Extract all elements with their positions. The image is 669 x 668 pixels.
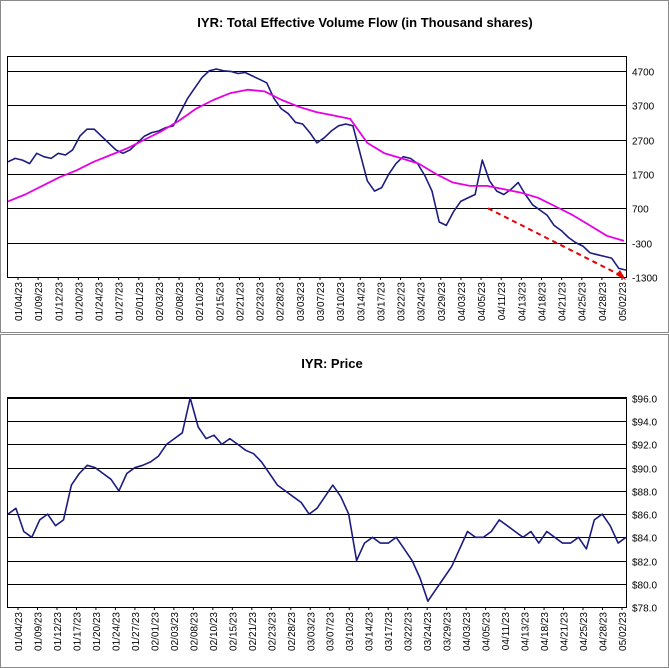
x-tick-label: 04/25/23 <box>579 612 590 651</box>
x-tick-label: 03/22/23 <box>404 612 415 651</box>
y-tick-label: $84.0 <box>632 534 657 545</box>
x-tick-label: 04/18/23 <box>540 612 551 651</box>
price-y-tick-labels: $96.0 $94.0 $92.0 $90.0 $88.0 $86.0 $84.0 $82.0… <box>632 395 657 615</box>
x-tick-label: 02/03/23 <box>170 612 181 651</box>
price-series <box>7 397 627 603</box>
price-plot-area <box>7 397 627 608</box>
x-tick-label: 01/12/23 <box>53 612 64 651</box>
x-tick-label: 02/01/23 <box>150 612 161 651</box>
x-tick-label: 02/21/23 <box>235 282 246 321</box>
x-tick-label: 02/28/23 <box>276 282 287 321</box>
y-tick-label: $88.0 <box>632 488 657 499</box>
y-tick-label: $90.0 <box>632 465 657 476</box>
x-tick-label: 03/22/23 <box>397 282 408 321</box>
volume-series <box>7 68 627 280</box>
price-chart-title: IYR: Price <box>301 356 362 371</box>
y-tick-label: $80.0 <box>632 581 657 592</box>
y-tick-label: -300 <box>632 240 652 251</box>
y-tick-label: 4700 <box>632 68 655 79</box>
volume-plot-area <box>7 56 627 278</box>
volume-x-tick-labels: 01/04/23 01/09/23 01/12/23 01/20/23 01/24/23… <box>14 277 629 321</box>
volume-gridlines <box>8 71 626 278</box>
x-tick-label: 01/04/23 <box>14 282 25 321</box>
x-tick-label: 04/13/23 <box>517 282 528 321</box>
x-tick-label: 03/07/23 <box>316 282 327 321</box>
x-tick-label: 05/02/23 <box>618 282 629 321</box>
x-tick-label: 03/10/23 <box>345 612 356 651</box>
x-tick-label: 02/15/23 <box>215 282 226 321</box>
x-tick-label: 03/29/23 <box>437 282 448 321</box>
x-tick-label: 05/02/23 <box>618 612 629 651</box>
y-tick-label: -1300 <box>632 274 658 285</box>
x-tick-label: 02/10/23 <box>209 612 220 651</box>
x-tick-label: 04/28/23 <box>599 612 610 651</box>
x-tick-label: 03/14/23 <box>356 282 367 321</box>
price-x-tick-labels: 01/04/23 01/09/23 01/12/23 01/17/23 01/20/23… <box>14 607 629 651</box>
x-tick-label: 02/01/23 <box>135 282 146 321</box>
x-tick-label: 01/24/23 <box>111 612 122 651</box>
x-tick-label: 04/03/23 <box>457 282 468 321</box>
x-tick-label: 02/23/23 <box>267 612 278 651</box>
x-tick-label: 01/20/23 <box>74 282 85 321</box>
x-tick-label: 04/13/23 <box>521 612 532 651</box>
x-tick-label: 04/05/23 <box>477 282 488 321</box>
volume-y-tick-labels: 4700 3700 2700 1700 700 -300 -1300 <box>632 68 658 285</box>
y-tick-label: $86.0 <box>632 511 657 522</box>
y-tick-label: $96.0 <box>632 395 657 406</box>
x-tick-label: 04/11/23 <box>497 282 508 321</box>
x-tick-label: 01/09/23 <box>33 612 44 651</box>
x-tick-label: 04/25/23 <box>578 282 589 321</box>
x-tick-label: 01/24/23 <box>95 282 106 321</box>
x-tick-label: 03/07/23 <box>326 612 337 651</box>
x-tick-label: 01/04/23 <box>14 612 25 651</box>
x-tick-label: 03/24/23 <box>423 612 434 651</box>
y-tick-label: 3700 <box>632 102 655 113</box>
y-tick-label: $78.0 <box>632 604 657 615</box>
x-tick-label: 02/15/23 <box>228 612 239 651</box>
y-tick-label: $94.0 <box>632 418 657 429</box>
x-tick-label: 04/28/23 <box>598 282 609 321</box>
x-tick-label: 03/03/23 <box>296 282 307 321</box>
x-tick-label: 02/28/23 <box>287 612 298 651</box>
x-tick-label: 02/23/23 <box>256 282 267 321</box>
moving-average-line <box>7 88 625 242</box>
x-tick-label: 03/24/23 <box>417 282 428 321</box>
y-tick-label: $92.0 <box>632 441 657 452</box>
trend-line-line <box>487 207 625 278</box>
x-tick-label: 01/27/23 <box>131 612 142 651</box>
x-tick-label: 04/21/23 <box>558 282 569 321</box>
x-tick-label: 02/08/23 <box>175 282 186 321</box>
volume-chart-title: IYR: Total Effective Volume Flow (in Tho… <box>197 15 532 30</box>
y-tick-label: 1700 <box>632 171 655 182</box>
x-tick-label: 02/08/23 <box>189 612 200 651</box>
x-tick-label: 04/11/23 <box>501 612 512 651</box>
x-tick-label: 02/21/23 <box>248 612 259 651</box>
y-tick-label: $82.0 <box>632 558 657 569</box>
y-tick-label: 700 <box>632 205 649 216</box>
x-tick-label: 02/10/23 <box>195 282 206 321</box>
x-tick-label: 04/21/23 <box>560 612 571 651</box>
x-tick-label: 03/17/23 <box>384 612 395 651</box>
trend-line-arrowhead <box>616 270 626 280</box>
x-tick-label: 04/03/23 <box>462 612 473 651</box>
price-line <box>7 397 627 603</box>
price-gridlines <box>8 398 626 608</box>
x-tick-label: 03/14/23 <box>365 612 376 651</box>
x-tick-label: 04/18/23 <box>537 282 548 321</box>
x-tick-label: 03/29/23 <box>443 612 454 651</box>
x-tick-label: 01/20/23 <box>92 612 103 651</box>
x-tick-label: 01/09/23 <box>34 282 45 321</box>
x-tick-label: 03/10/23 <box>336 282 347 321</box>
x-tick-label: 04/05/23 <box>482 612 493 651</box>
x-tick-label: 01/12/23 <box>54 282 65 321</box>
y-tick-label: 2700 <box>632 137 655 148</box>
x-tick-label: 03/03/23 <box>306 612 317 651</box>
x-tick-label: 01/17/23 <box>72 612 83 651</box>
x-tick-label: 01/27/23 <box>115 282 126 321</box>
volume-flow-line <box>7 68 627 271</box>
x-tick-label: 02/03/23 <box>155 282 166 321</box>
x-tick-label: 03/17/23 <box>376 282 387 321</box>
